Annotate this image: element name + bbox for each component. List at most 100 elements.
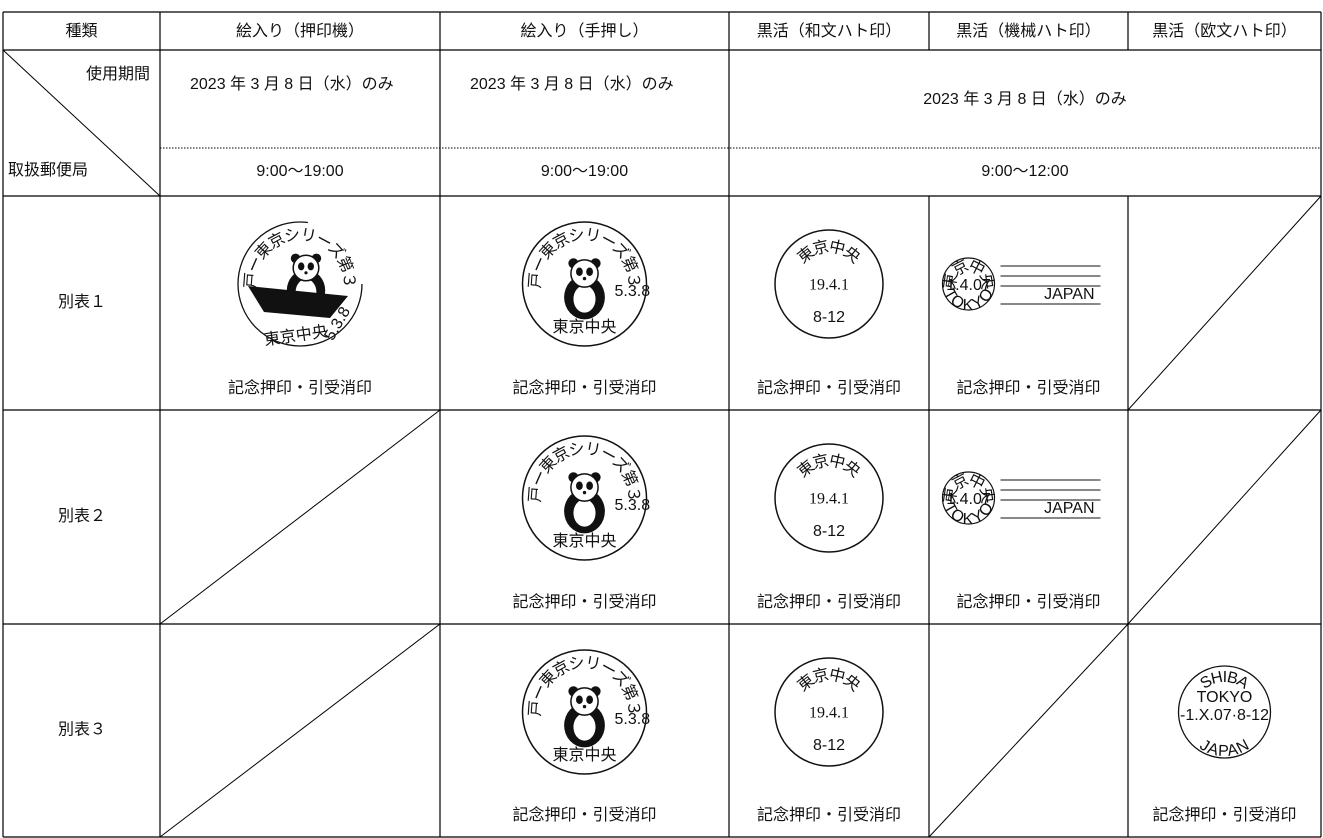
stamp-office-path: SHIBA	[1198, 669, 1252, 693]
stamp-office: 東京中央	[552, 532, 616, 550]
stamp-date: 5.3.8	[615, 711, 651, 728]
period-hours: 9:00～12:00	[981, 163, 1068, 180]
stamp-office-path: 東京中央	[794, 452, 863, 482]
stamp-date: 5.3.8	[615, 497, 651, 514]
stamp-ring	[774, 443, 884, 553]
stamp-time: 8-12	[813, 737, 845, 754]
stamp-date: 1.4.07	[946, 277, 991, 294]
stamp-caption: 記念押印・引受消印	[757, 378, 901, 397]
period-date: 2023 年 3 月 8 日（水）のみ	[190, 76, 394, 93]
panda-head	[570, 259, 599, 288]
period-hours: 9:00～19:00	[256, 163, 343, 180]
panda-nose	[582, 276, 587, 281]
panda-nose	[582, 704, 587, 709]
panda-belly	[573, 713, 596, 741]
stamp-date: -1.X.07·8-12	[1180, 707, 1269, 724]
rule	[159, 623, 441, 838]
rule	[928, 623, 1129, 838]
column-header: 種類	[65, 22, 97, 40]
stamp-office: 東京中央	[263, 322, 329, 349]
stamp-office: 東京中央	[552, 746, 616, 764]
period-hours: 9:00～19:00	[541, 163, 628, 180]
stamp-city: TOKYO	[1197, 689, 1253, 706]
stamp-office: 東京中央	[794, 452, 863, 482]
panda-eye	[576, 481, 583, 491]
panda-nose	[304, 271, 308, 275]
panda-eye	[298, 262, 305, 271]
stamp-country: JAPAN	[1197, 737, 1252, 761]
stamp-date: 19.4.1	[809, 491, 849, 508]
stamp-caption: 記念押印・引受消印	[956, 592, 1100, 611]
stamp-ring	[941, 471, 996, 525]
stamp-country: JAPAN	[1044, 500, 1094, 517]
column-header: 黒活（欧文ハト印）	[1152, 22, 1296, 40]
stamp-ring	[774, 657, 884, 767]
panda-eye	[586, 695, 593, 705]
panda-eye	[586, 481, 593, 491]
stamp-office-path: 東京中央	[794, 666, 863, 696]
stamp-ring	[941, 257, 996, 311]
stamp-time: 8-12	[813, 309, 845, 326]
stamp-time: 8-12	[813, 523, 845, 540]
stamp-series-path: 江戸ー東京シリーズ第３集	[0, 0, 357, 289]
row-label: 別表３	[58, 721, 106, 739]
corner-bottom: 取扱郵便局	[8, 161, 88, 179]
stamp-date: 19.4.1	[809, 705, 849, 722]
stamp-ring	[521, 221, 648, 347]
stamp-country: JAPAN	[1044, 286, 1094, 303]
row-label: 別表２	[58, 507, 106, 525]
column-header: 絵入り（押印機）	[236, 22, 364, 40]
stamp-caption: 記念押印・引受消印	[512, 805, 656, 824]
rule	[1127, 409, 1322, 625]
stamp-date: 19.4.1	[809, 277, 849, 294]
stamp-series: 江戸ー東京シリーズ第３集	[0, 0, 357, 289]
corner-top: 使用期間	[86, 65, 150, 83]
panda-eye	[307, 262, 314, 271]
row-label: 別表１	[58, 293, 106, 311]
panda-eye	[576, 267, 583, 277]
panda-head	[292, 254, 320, 282]
stamp: 東京中央 19.4.1 8-12	[774, 657, 884, 767]
stamp-ring	[237, 221, 363, 347]
stamp-caption: 記念押印・引受消印	[512, 592, 656, 611]
panda-belly	[573, 285, 596, 313]
panda-nose	[582, 490, 587, 495]
period-date: 2023 年 3 月 8 日（水）のみ	[923, 90, 1127, 108]
column-header: 絵入り（手押し）	[520, 22, 648, 40]
stamp-caption: 記念押印・引受消印	[956, 378, 1100, 397]
column-header: 黒活（和文ハト印）	[757, 22, 901, 40]
stamp-country-path: JAPAN	[1197, 737, 1252, 761]
panda-eye	[586, 267, 593, 277]
stamp-date: 5.3.8	[615, 283, 651, 300]
stamp-office-path: 東京中央	[794, 238, 863, 268]
stamp-ring	[774, 229, 884, 339]
stamp-ring	[521, 649, 648, 775]
panda-eye	[576, 695, 583, 705]
stamp-office: 東京中央	[552, 318, 616, 336]
stamp-office: SHIBA	[1198, 669, 1252, 693]
stamp-office: 東京中央	[794, 666, 863, 696]
panda-belly	[573, 499, 596, 527]
stamp-caption: 記念押印・引受消印	[757, 805, 901, 824]
column-header: 黒活（機械ハト印）	[956, 22, 1100, 40]
stamp-office: 東京中央	[794, 238, 863, 268]
stamp-ring	[1177, 665, 1272, 759]
rule	[2, 49, 161, 197]
stamp-caption: 記念押印・引受消印	[512, 378, 656, 397]
stamp-caption: 記念押印・引受消印	[757, 592, 901, 611]
panda-head	[570, 473, 599, 502]
panda-head	[570, 687, 599, 716]
stamp-date: 1.4.07	[946, 491, 991, 508]
stamp-caption: 記念押印・引受消印	[228, 378, 372, 397]
rule	[159, 409, 441, 625]
boat	[248, 286, 348, 318]
stamp-ring	[521, 435, 648, 561]
period-date: 2023 年 3 月 8 日（水）のみ	[470, 76, 674, 93]
stamp: 東京中央 19.4.1 8-12	[774, 229, 884, 339]
rule	[1127, 195, 1322, 411]
